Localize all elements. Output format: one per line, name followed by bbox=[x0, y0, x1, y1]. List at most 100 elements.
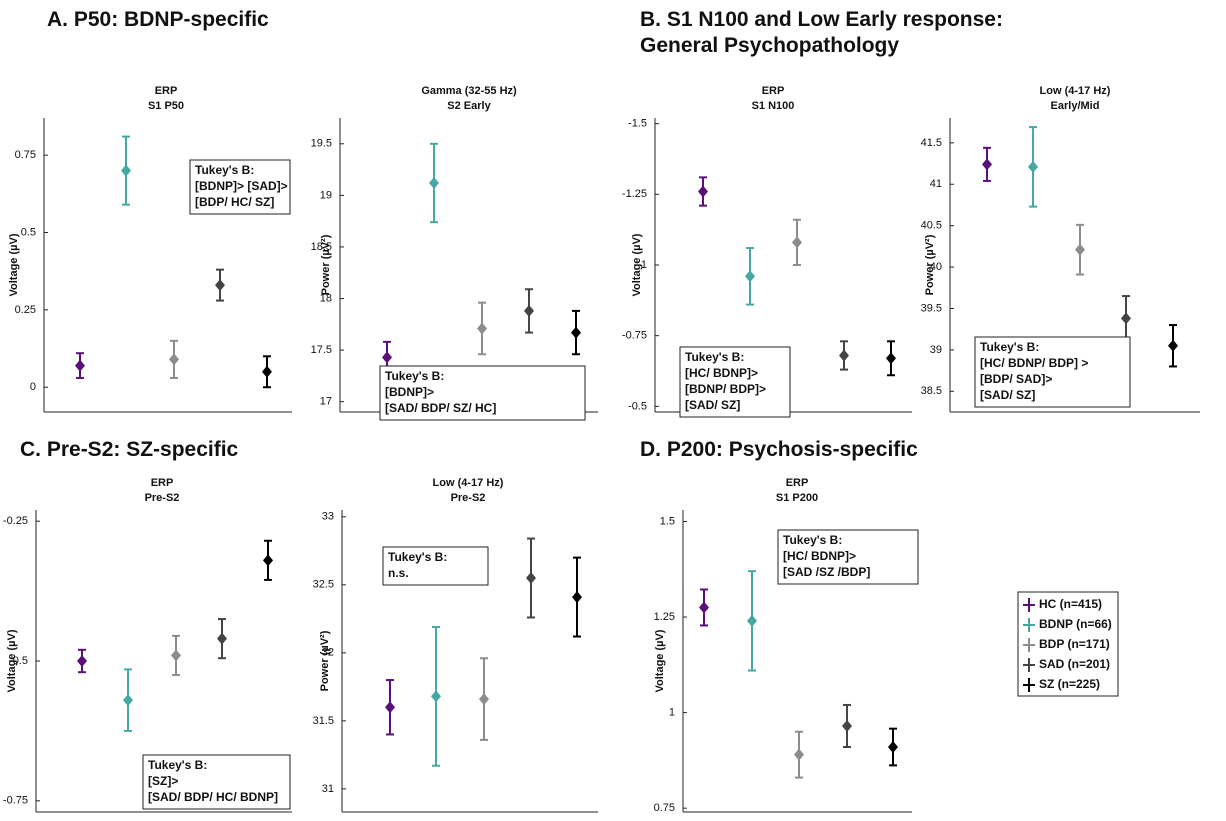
annotation-text: [SZ]> bbox=[148, 774, 178, 788]
y-tick-label: 0.75 bbox=[654, 802, 675, 814]
mean-marker bbox=[382, 351, 392, 364]
y-axis-label: Power (µV²) bbox=[319, 630, 331, 691]
annotation-text: Tukey's B: bbox=[195, 163, 254, 177]
y-tick-label: 39 bbox=[930, 344, 942, 356]
y-axis-label: Voltage (µV) bbox=[6, 629, 18, 692]
y-tick-label: 17.5 bbox=[311, 344, 332, 356]
annotation-text: [SAD/ SZ] bbox=[980, 388, 1035, 402]
annotation-text: [SAD/ SZ] bbox=[685, 398, 740, 412]
mean-marker bbox=[1075, 243, 1085, 256]
annotation-text: Tukey's B: bbox=[783, 533, 842, 547]
y-tick-label: 0.25 bbox=[15, 304, 36, 316]
y-tick-label: -0.5 bbox=[9, 655, 28, 667]
y-axis-label: Voltage (µV) bbox=[654, 629, 666, 692]
y-tick-label: 38.5 bbox=[921, 385, 942, 397]
chart-title: Pre-S2 bbox=[451, 492, 486, 504]
chart-title: ERP bbox=[762, 85, 785, 97]
legend-label: SZ (n=225) bbox=[1039, 677, 1100, 691]
mean-marker bbox=[217, 632, 227, 645]
mean-marker bbox=[263, 554, 273, 567]
annotation-text: [SAD/ BDP/ HC/ BDNP] bbox=[148, 790, 278, 804]
annotation-text: Tukey's B: bbox=[980, 340, 1039, 354]
y-tick-label: 41 bbox=[930, 178, 942, 190]
annotation-box bbox=[382, 546, 489, 586]
annotation-text: [BDNP/ BDP]> bbox=[685, 382, 766, 396]
mean-marker bbox=[699, 601, 709, 614]
y-tick-label: 31 bbox=[322, 783, 334, 795]
mean-marker bbox=[571, 326, 581, 339]
chart-title: ERP bbox=[786, 477, 809, 489]
mean-marker bbox=[429, 176, 439, 189]
annotation-text: [HC/ BDNP]> bbox=[783, 549, 856, 563]
y-tick-label: 39.5 bbox=[921, 302, 942, 314]
chart-title: Gamma (32-55 Hz) bbox=[421, 85, 517, 97]
mean-marker bbox=[982, 158, 992, 171]
mean-marker bbox=[431, 690, 441, 703]
chart-title: ERP bbox=[155, 85, 178, 97]
y-axis-label: Power (µV²) bbox=[924, 234, 936, 295]
mean-marker bbox=[842, 719, 852, 732]
y-tick-label: 17 bbox=[320, 396, 332, 408]
y-tick-label: 1.25 bbox=[654, 611, 675, 623]
y-tick-label: -1.5 bbox=[628, 118, 647, 130]
y-tick-label: 18 bbox=[320, 292, 332, 304]
mean-marker bbox=[698, 185, 708, 198]
annotation-text: [SAD /SZ /BDP] bbox=[783, 565, 870, 579]
annotation-text: [BDNP]> [SAD]> bbox=[195, 179, 288, 193]
mean-marker bbox=[215, 279, 225, 292]
y-tick-label: -0.75 bbox=[622, 330, 647, 342]
y-tick-label: 40.5 bbox=[921, 220, 942, 232]
mean-marker bbox=[572, 591, 582, 604]
y-tick-label: 31.5 bbox=[313, 715, 334, 727]
annotation-box bbox=[974, 336, 1131, 408]
mean-marker bbox=[477, 322, 487, 335]
mean-marker bbox=[886, 352, 896, 365]
mean-marker bbox=[524, 304, 534, 317]
mean-marker bbox=[121, 164, 131, 177]
y-tick-label: 1.5 bbox=[660, 515, 675, 527]
section-title: B. S1 N100 and Low Early response: bbox=[640, 8, 1003, 31]
mean-marker bbox=[171, 649, 181, 662]
mean-marker bbox=[262, 365, 272, 378]
mean-marker bbox=[1168, 339, 1178, 352]
y-tick-label: 19 bbox=[320, 189, 332, 201]
chart-title: S2 Early bbox=[447, 100, 491, 112]
y-tick-label: 18.5 bbox=[311, 241, 332, 253]
y-tick-label: -1.25 bbox=[622, 188, 647, 200]
annotation-box bbox=[777, 529, 919, 585]
mean-marker bbox=[792, 236, 802, 249]
mean-marker bbox=[1121, 312, 1131, 325]
y-axis-label: Voltage (µV) bbox=[631, 233, 643, 296]
y-tick-label: 32.5 bbox=[313, 579, 334, 591]
annotation-text: [BDP/ SAD]> bbox=[980, 372, 1052, 386]
y-tick-label: 0.5 bbox=[21, 226, 36, 238]
mean-marker bbox=[123, 694, 133, 707]
y-tick-label: 33 bbox=[322, 511, 334, 523]
mean-marker bbox=[794, 748, 804, 761]
annotation-box bbox=[679, 346, 791, 418]
annotation-text: [BDNP]> bbox=[385, 385, 434, 399]
annotation-text: Tukey's B: bbox=[385, 369, 444, 383]
mean-marker bbox=[479, 693, 489, 706]
chart-title: S1 N100 bbox=[752, 100, 795, 112]
y-tick-label: 32 bbox=[322, 647, 334, 659]
chart-title: ERP bbox=[151, 477, 174, 489]
legend-label: SAD (n=201) bbox=[1039, 657, 1110, 671]
annotation-text: [BDP/ HC/ SZ] bbox=[195, 195, 274, 209]
y-tick-label: 40 bbox=[930, 261, 942, 273]
mean-marker bbox=[526, 572, 536, 585]
y-tick-label: 1 bbox=[669, 707, 675, 719]
mean-marker bbox=[77, 655, 87, 667]
y-axis-label: Voltage (µV) bbox=[8, 233, 20, 296]
annotation-text: [HC/ BDNP/ BDP] > bbox=[980, 356, 1088, 370]
section-title: General Psychopathology bbox=[640, 34, 899, 57]
mean-marker bbox=[839, 349, 849, 362]
y-tick-label: -1 bbox=[637, 259, 647, 271]
mean-marker bbox=[745, 270, 755, 283]
y-tick-label: -0.25 bbox=[3, 515, 28, 527]
legend-label: BDNP (n=66) bbox=[1039, 617, 1112, 631]
annotation-text: n.s. bbox=[388, 566, 409, 580]
annotation-text: Tukey's B: bbox=[388, 550, 447, 564]
y-axis-label: Power (µV²) bbox=[320, 234, 332, 295]
y-tick-label: -0.75 bbox=[3, 795, 28, 807]
